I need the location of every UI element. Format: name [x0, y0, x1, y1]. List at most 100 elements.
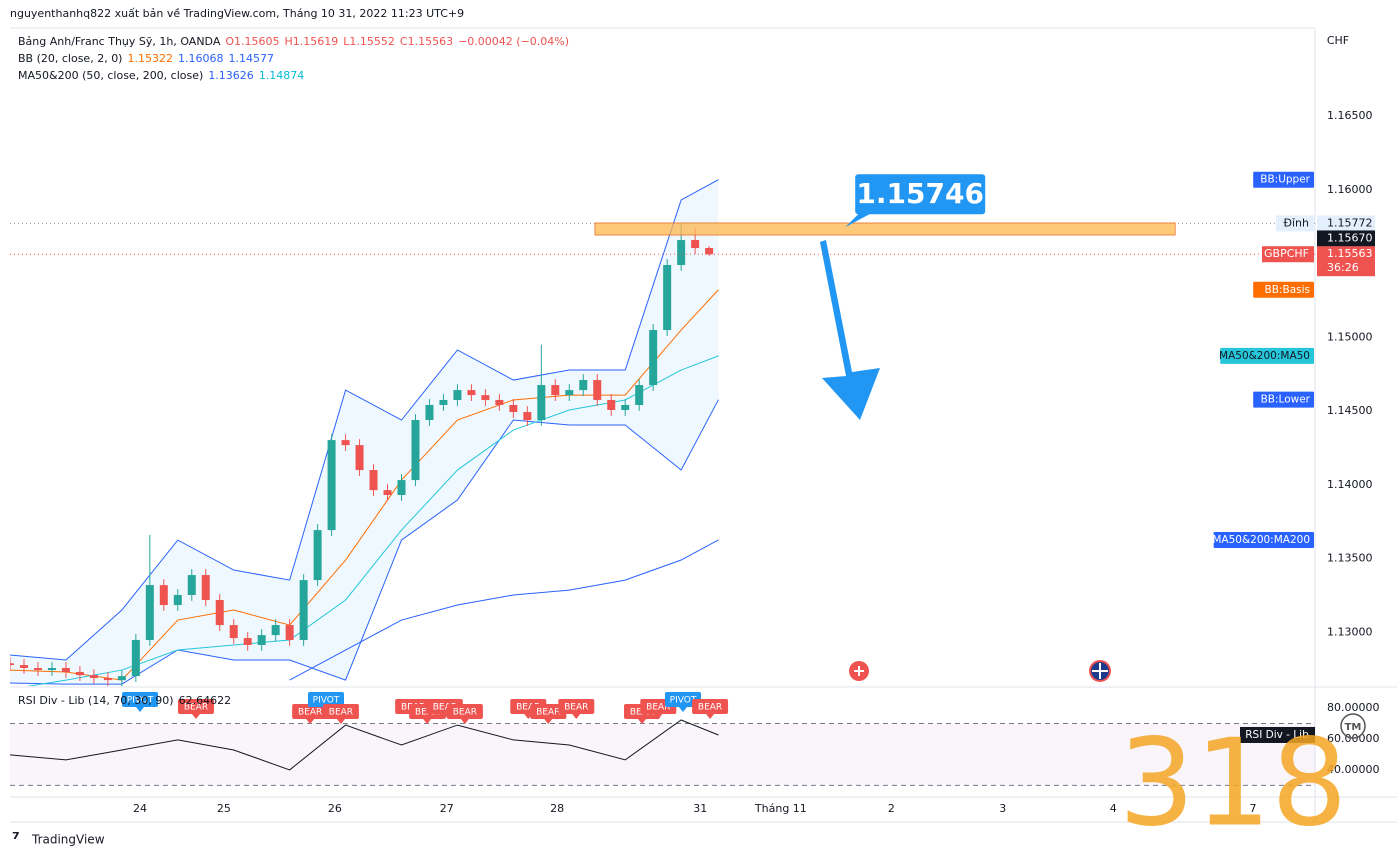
- legend-main: Bảng Anh/Franc Thụy Sỹ, 1h, OANDA O1.1560…: [18, 35, 579, 48]
- x-tick-label: 28: [550, 802, 564, 815]
- signal-text: BEAR: [698, 703, 722, 713]
- candle-body: [341, 440, 350, 446]
- ohlc-value: −0.00042 (−0.04%): [458, 35, 570, 48]
- signal-text: PIVOT: [313, 696, 340, 706]
- candle-body: [89, 675, 98, 679]
- candle-body: [369, 470, 378, 491]
- series-label-box: [1220, 347, 1314, 364]
- candle-body: [593, 380, 602, 400]
- indicator-legend: MA50&200 (50, close, 200, close) 1.13626 1…: [18, 69, 309, 82]
- candle-body: [607, 399, 616, 410]
- candle-body: [397, 480, 406, 495]
- candle-body: [523, 412, 532, 421]
- logo: TradingView: [31, 833, 105, 847]
- ohlc-value: C1.15563: [399, 35, 454, 48]
- indicator-line: [289, 539, 719, 681]
- candle-body: [145, 585, 154, 640]
- signal-text: BEAR: [646, 703, 670, 713]
- callout-text: 1.15746: [856, 177, 984, 210]
- x-tick-label: 26: [328, 802, 342, 815]
- callout-box: [855, 174, 986, 215]
- price-box: [1317, 215, 1375, 232]
- tm-text: TM: [1345, 722, 1362, 733]
- candle-body: [103, 678, 112, 681]
- series-label: BB:Lower: [1261, 394, 1311, 406]
- candle-body: [425, 404, 434, 421]
- signal-pointer: [306, 719, 315, 724]
- x-tick-label: 24: [133, 802, 147, 815]
- candle-body: [47, 668, 56, 671]
- candle-body: [10, 663, 14, 666]
- indicator-value: 1.15322: [127, 52, 173, 65]
- candle-body: [467, 390, 476, 396]
- price-text: 1.15670: [1327, 231, 1373, 244]
- x-tick-label: 27: [440, 802, 454, 815]
- x-tick-label: 31: [693, 802, 707, 815]
- signal-box: [307, 692, 344, 707]
- candle-body: [481, 395, 490, 400]
- candle-body: [313, 530, 322, 581]
- signal-box: [692, 699, 729, 714]
- candle-body: [285, 625, 294, 640]
- candle-body: [19, 665, 28, 669]
- callout-pointer: [845, 213, 872, 228]
- signal-text: BEAR: [433, 703, 457, 713]
- tm-badge: [1340, 713, 1366, 739]
- signal-pointer: [524, 714, 533, 719]
- signal-pointer: [191, 714, 200, 719]
- signal-pointer: [336, 719, 345, 724]
- signal-box: [322, 704, 359, 719]
- x-tick-label: 3: [999, 802, 1006, 815]
- signal-pointer: [136, 707, 145, 712]
- signal-box: [177, 699, 214, 714]
- y-tick-label: 1.16000: [1327, 183, 1373, 196]
- rsi-name: RSI Div - Lib (14, 70, 30, 90): [18, 694, 174, 707]
- down-arrow: [820, 240, 880, 420]
- candle-body: [61, 668, 70, 672]
- x-tick-label: Tháng 11: [754, 802, 807, 815]
- series-label: MA50&200:MA50: [1219, 350, 1310, 362]
- candle-body: [495, 399, 504, 405]
- y-tick-label: 1.14000: [1327, 478, 1373, 491]
- candle-body: [621, 404, 630, 410]
- candle-body: [635, 385, 644, 405]
- signal-box: [665, 692, 702, 707]
- indicator-line: [26, 355, 719, 686]
- candle-body: [383, 490, 392, 495]
- indicator-value: 1.16068: [177, 52, 224, 65]
- signal-pointer: [679, 707, 688, 712]
- resistance-zone: [594, 222, 1176, 236]
- bb-band: [10, 179, 719, 685]
- indicator-value: 1.14577: [228, 52, 274, 65]
- y-tick-label: 1.14500: [1327, 404, 1373, 417]
- price-box: [1317, 230, 1375, 247]
- candle-body: [677, 240, 686, 265]
- signal-pointer: [637, 719, 646, 724]
- candle-body: [75, 671, 84, 676]
- candle-body: [439, 399, 448, 405]
- candle-body: [579, 380, 588, 391]
- signal-text: BEAR: [184, 703, 208, 713]
- series-label: BB:Upper: [1260, 174, 1310, 186]
- indicator-name: BB (20, close, 2, 0): [18, 52, 123, 65]
- rsi-tick-label: 80.00000: [1327, 701, 1380, 714]
- candle-body: [271, 625, 280, 636]
- x-tick-label: 2: [888, 802, 895, 815]
- candle-body: [509, 404, 518, 413]
- y-tick-label: 1.13500: [1327, 552, 1373, 565]
- event-icon: [854, 666, 864, 676]
- candle-body: [355, 445, 364, 471]
- signal-box: [530, 704, 567, 719]
- signal-pointer: [654, 714, 663, 719]
- x-tick-label: 4: [1110, 802, 1117, 815]
- price-name-box: [1276, 215, 1314, 232]
- candle-body: [229, 625, 238, 639]
- series-label: BB:Basis: [1265, 284, 1310, 296]
- y-tick-label: 1.15000: [1327, 330, 1373, 343]
- rsi-tick-label: 40.00000: [1327, 763, 1380, 776]
- currency: CHF: [1327, 34, 1349, 47]
- series-label-box: [1253, 281, 1314, 298]
- y-tick-label: 1.13000: [1327, 625, 1373, 638]
- ohlc-value: O1.15605: [225, 35, 280, 48]
